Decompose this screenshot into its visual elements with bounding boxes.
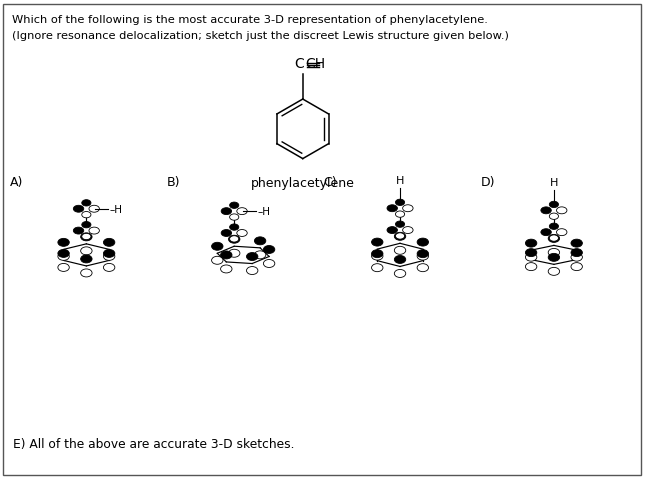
Ellipse shape <box>549 214 559 220</box>
Ellipse shape <box>58 250 69 258</box>
Ellipse shape <box>73 206 84 213</box>
Ellipse shape <box>526 249 537 257</box>
Ellipse shape <box>254 252 266 259</box>
Ellipse shape <box>228 250 240 258</box>
Ellipse shape <box>372 252 383 261</box>
Ellipse shape <box>526 253 537 262</box>
Text: –H: –H <box>257 207 270 216</box>
Ellipse shape <box>395 200 404 206</box>
Ellipse shape <box>548 249 559 257</box>
Ellipse shape <box>58 239 69 247</box>
Ellipse shape <box>526 263 537 271</box>
Text: E) All of the above are accurate 3-D sketches.: E) All of the above are accurate 3-D ske… <box>13 438 295 451</box>
Text: C): C) <box>324 176 337 189</box>
Ellipse shape <box>230 203 239 209</box>
Ellipse shape <box>395 222 404 228</box>
Ellipse shape <box>89 206 99 213</box>
Text: H: H <box>396 176 404 186</box>
Ellipse shape <box>571 263 582 271</box>
Ellipse shape <box>541 207 551 215</box>
Ellipse shape <box>230 215 239 221</box>
Ellipse shape <box>73 228 84 235</box>
Ellipse shape <box>254 237 266 245</box>
Ellipse shape <box>571 240 582 248</box>
Ellipse shape <box>541 229 551 236</box>
Ellipse shape <box>89 228 99 235</box>
Ellipse shape <box>395 233 406 241</box>
Ellipse shape <box>221 208 232 215</box>
Ellipse shape <box>221 230 232 237</box>
Text: B): B) <box>167 176 180 189</box>
Ellipse shape <box>372 239 383 247</box>
Ellipse shape <box>548 254 559 262</box>
Ellipse shape <box>402 205 413 212</box>
Text: Which of the following is the most accurate 3-D representation of phenylacetylen: Which of the following is the most accur… <box>12 14 488 24</box>
Ellipse shape <box>526 240 537 248</box>
Ellipse shape <box>103 264 115 272</box>
Ellipse shape <box>82 234 91 240</box>
Ellipse shape <box>103 239 115 247</box>
Ellipse shape <box>247 267 258 275</box>
Ellipse shape <box>556 207 567 215</box>
Ellipse shape <box>549 235 559 242</box>
Ellipse shape <box>82 200 91 206</box>
Ellipse shape <box>372 264 383 272</box>
Ellipse shape <box>395 233 404 240</box>
Ellipse shape <box>395 270 406 278</box>
Ellipse shape <box>221 265 232 274</box>
Text: D): D) <box>480 176 495 189</box>
Ellipse shape <box>237 230 247 237</box>
Text: –H: –H <box>109 204 122 214</box>
Ellipse shape <box>395 212 404 218</box>
Ellipse shape <box>221 252 232 259</box>
Ellipse shape <box>417 239 428 247</box>
Ellipse shape <box>549 224 559 230</box>
Ellipse shape <box>548 268 559 276</box>
Text: C: C <box>294 57 304 71</box>
Ellipse shape <box>80 255 92 264</box>
Ellipse shape <box>548 235 559 243</box>
Ellipse shape <box>230 225 239 231</box>
Ellipse shape <box>82 212 91 218</box>
Ellipse shape <box>263 246 275 254</box>
Ellipse shape <box>549 202 559 208</box>
Ellipse shape <box>395 247 406 255</box>
Ellipse shape <box>58 253 69 261</box>
Ellipse shape <box>402 227 413 234</box>
Ellipse shape <box>556 229 567 236</box>
Ellipse shape <box>80 269 92 277</box>
Text: A): A) <box>10 176 23 189</box>
Ellipse shape <box>417 252 428 261</box>
Ellipse shape <box>82 222 91 228</box>
Ellipse shape <box>417 250 428 258</box>
Ellipse shape <box>103 250 115 258</box>
Ellipse shape <box>103 253 115 261</box>
Ellipse shape <box>212 243 223 251</box>
Ellipse shape <box>80 233 92 241</box>
Ellipse shape <box>237 208 247 215</box>
Ellipse shape <box>58 264 69 272</box>
Ellipse shape <box>263 260 275 268</box>
Ellipse shape <box>247 253 258 261</box>
Text: phenylacetylene: phenylacetylene <box>251 177 355 190</box>
Ellipse shape <box>387 227 397 234</box>
Text: CH: CH <box>306 57 326 71</box>
Ellipse shape <box>80 247 92 255</box>
Ellipse shape <box>417 264 428 272</box>
Ellipse shape <box>387 205 397 212</box>
Ellipse shape <box>571 253 582 262</box>
Ellipse shape <box>228 236 240 244</box>
Ellipse shape <box>571 249 582 257</box>
Text: (Ignore resonance delocalization; sketch just the discreet Lewis structure given: (Ignore resonance delocalization; sketch… <box>12 31 509 40</box>
Ellipse shape <box>395 256 406 264</box>
Ellipse shape <box>212 257 223 265</box>
Ellipse shape <box>372 250 383 258</box>
Text: H: H <box>550 178 558 188</box>
Ellipse shape <box>230 236 239 242</box>
